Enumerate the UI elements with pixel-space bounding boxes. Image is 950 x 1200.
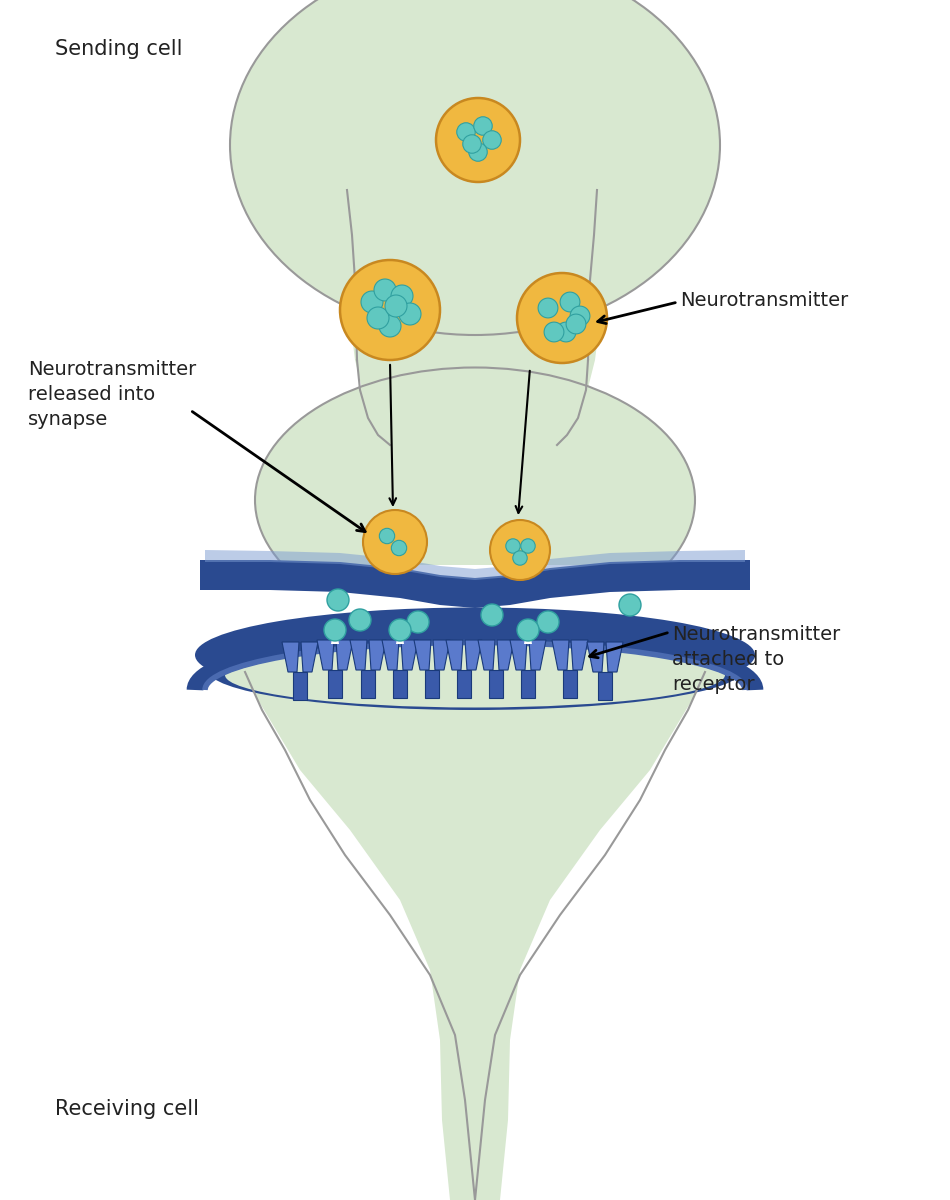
Polygon shape (433, 640, 450, 670)
Circle shape (517, 619, 539, 641)
Polygon shape (396, 632, 404, 644)
Ellipse shape (230, 0, 720, 335)
Ellipse shape (255, 367, 695, 632)
Circle shape (566, 314, 586, 334)
Circle shape (379, 528, 394, 544)
Polygon shape (563, 670, 577, 698)
Circle shape (468, 143, 487, 161)
Circle shape (324, 619, 346, 641)
Polygon shape (350, 190, 600, 448)
Circle shape (327, 589, 349, 611)
Polygon shape (293, 672, 307, 700)
Circle shape (391, 284, 413, 307)
Circle shape (505, 539, 521, 553)
Circle shape (367, 307, 389, 329)
Circle shape (391, 540, 407, 556)
Circle shape (389, 619, 411, 641)
Polygon shape (478, 640, 495, 670)
Circle shape (407, 611, 429, 634)
Circle shape (538, 298, 558, 318)
Polygon shape (200, 560, 750, 608)
Polygon shape (317, 640, 334, 670)
Text: Neurotransmitter
attached to
receptor: Neurotransmitter attached to receptor (672, 625, 840, 694)
Polygon shape (598, 672, 612, 700)
Polygon shape (369, 640, 386, 670)
Circle shape (349, 608, 371, 631)
Circle shape (363, 510, 427, 574)
Polygon shape (521, 670, 535, 698)
Circle shape (481, 604, 503, 626)
Text: Receiving cell: Receiving cell (55, 1099, 199, 1118)
Circle shape (560, 292, 580, 312)
Polygon shape (457, 670, 471, 698)
Polygon shape (587, 642, 604, 672)
Text: Neurotransmitter
released into
synapse: Neurotransmitter released into synapse (28, 360, 197, 428)
Polygon shape (393, 670, 407, 698)
Circle shape (436, 98, 520, 182)
Text: Sending cell: Sending cell (55, 38, 182, 59)
Ellipse shape (207, 630, 743, 710)
Polygon shape (401, 640, 418, 670)
Circle shape (513, 551, 527, 565)
Polygon shape (331, 632, 339, 644)
Circle shape (483, 131, 502, 149)
Polygon shape (200, 565, 750, 625)
Polygon shape (465, 640, 482, 670)
Polygon shape (606, 642, 623, 672)
Ellipse shape (225, 642, 725, 708)
Polygon shape (414, 640, 431, 670)
Polygon shape (425, 670, 439, 698)
Circle shape (490, 520, 550, 580)
Polygon shape (571, 640, 588, 670)
Polygon shape (361, 670, 375, 698)
Circle shape (379, 314, 401, 337)
Circle shape (474, 116, 492, 136)
Polygon shape (282, 642, 299, 672)
Circle shape (385, 295, 407, 317)
Polygon shape (497, 640, 514, 670)
Polygon shape (328, 670, 342, 698)
Polygon shape (205, 550, 745, 580)
Circle shape (399, 302, 421, 325)
Circle shape (340, 260, 440, 360)
Polygon shape (510, 640, 527, 670)
Circle shape (517, 272, 607, 362)
Polygon shape (240, 670, 710, 1200)
Circle shape (361, 290, 383, 313)
Polygon shape (552, 640, 569, 670)
Circle shape (570, 306, 590, 326)
Polygon shape (350, 640, 367, 670)
Polygon shape (382, 640, 399, 670)
Polygon shape (301, 642, 318, 672)
Circle shape (619, 594, 641, 616)
Polygon shape (446, 640, 463, 670)
Polygon shape (529, 640, 546, 670)
Polygon shape (489, 670, 503, 698)
Polygon shape (524, 632, 532, 644)
Polygon shape (336, 640, 353, 670)
Circle shape (374, 278, 396, 301)
Circle shape (544, 322, 564, 342)
Text: Neurotransmitter: Neurotransmitter (680, 290, 848, 310)
Circle shape (556, 322, 576, 342)
Circle shape (537, 611, 559, 634)
Circle shape (521, 539, 535, 553)
Circle shape (457, 122, 475, 142)
Ellipse shape (195, 607, 755, 702)
Circle shape (463, 134, 482, 154)
